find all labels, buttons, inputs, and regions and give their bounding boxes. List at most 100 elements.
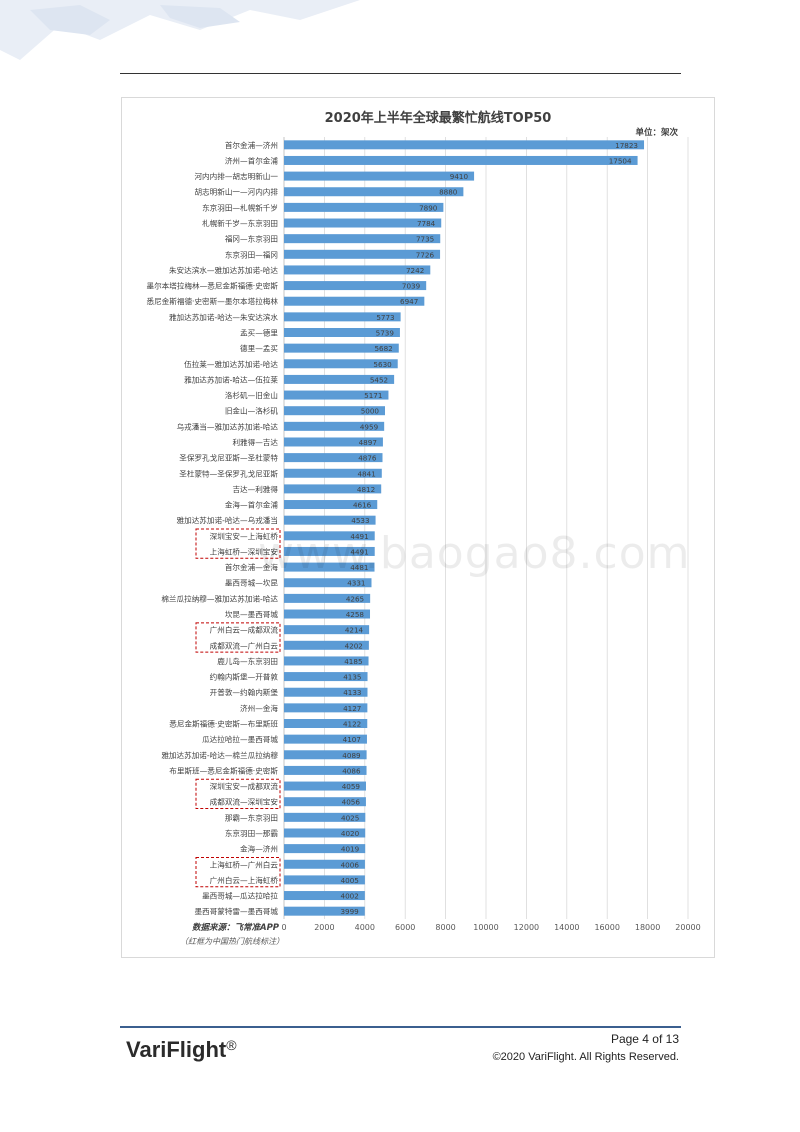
data-label: 4086 [342, 766, 361, 775]
data-label: 7890 [419, 203, 438, 212]
bar [284, 328, 400, 337]
bar [284, 140, 645, 150]
category-label: 悉尼金斯福德·史密斯—墨尔本塔拉梅林 [146, 296, 278, 306]
highlight-box [195, 856, 281, 888]
category-label: 成都双流—深圳宝安 [210, 797, 279, 807]
data-label: 4127 [343, 704, 361, 713]
x-tick-label: 4000 [355, 923, 375, 932]
data-label: 4056 [342, 798, 361, 807]
header-rule [120, 73, 681, 74]
category-label: 布里斯班—悉尼金斯福德·史密斯 [169, 765, 278, 775]
watermark: www.baogao8.com [258, 528, 691, 579]
data-label: 5682 [374, 344, 392, 353]
data-label: 4876 [358, 454, 377, 463]
data-label: 4959 [360, 422, 379, 431]
category-label: 札幌新千岁—东京羽田 [202, 218, 278, 228]
category-label: 旧金山—洛杉矶 [225, 406, 279, 416]
data-label: 3999 [340, 907, 359, 916]
footer-rule [120, 1026, 681, 1028]
bar [284, 656, 369, 666]
category-label: 墨尔本塔拉梅林—悉尼金斯福德·史密斯 [146, 281, 278, 291]
category-label: 伍拉莱—雅加达苏加诺-哈达 [184, 359, 278, 369]
category-label: 吉达—利雅得 [232, 484, 278, 494]
data-label: 4019 [341, 845, 360, 854]
x-tick-label: 0 [281, 923, 286, 932]
bar [284, 390, 389, 400]
x-tick-label: 10000 [473, 923, 498, 932]
bar [284, 468, 382, 478]
category-label: 约翰内斯堡—开普敦 [210, 672, 279, 682]
category-label: 墨西哥城—瓜达拉哈拉 [202, 891, 278, 901]
data-label: 4491 [350, 547, 368, 556]
category-label: 墨西哥蒙特雷—墨西哥城 [194, 906, 278, 916]
category-label: 圣保罗孔戈尼亚斯—圣杜蒙特 [179, 453, 278, 463]
bar [284, 296, 425, 306]
bar [284, 687, 368, 697]
bar [284, 265, 431, 275]
data-label: 4491 [350, 532, 368, 541]
bar [284, 249, 441, 259]
data-label: 4002 [341, 892, 359, 901]
data-label: 4185 [344, 657, 362, 666]
category-label: 东京羽田—那霸 [225, 828, 279, 838]
bar [284, 500, 378, 510]
bar [284, 734, 367, 744]
category-label: 雅加达苏加诺-哈达—棉兰瓜拉纳穆 [161, 750, 278, 760]
category-label: 瓜达拉哈拉—墨西哥城 [202, 734, 278, 744]
category-label: 深圳宝安—上海虹桥 [210, 531, 279, 541]
bar [284, 421, 385, 431]
bar [284, 218, 442, 228]
data-label: 4265 [346, 594, 364, 603]
data-label: 7735 [416, 235, 434, 244]
category-label: 上海虹桥—广州白云 [210, 859, 279, 869]
data-label: 7039 [402, 282, 421, 291]
bar [284, 593, 371, 603]
data-label: 4202 [345, 641, 363, 650]
data-label: 4897 [359, 438, 377, 447]
unit-label: 单位：架次 [635, 127, 678, 138]
data-label: 4006 [341, 860, 360, 869]
bar [284, 672, 368, 682]
category-label: 胡志明新山一—河内内排 [194, 187, 278, 197]
data-label: 4133 [343, 688, 361, 697]
bar [284, 797, 366, 807]
data-label: 7784 [417, 219, 436, 228]
data-label: 4812 [357, 485, 375, 494]
data-label: 17823 [615, 141, 638, 150]
bar [284, 609, 371, 619]
bar [284, 906, 365, 916]
bar [284, 812, 366, 822]
category-label: 雅加达苏加诺-哈达—乌戎潘当 [177, 515, 278, 525]
category-label: 金海—济州 [240, 844, 278, 854]
data-label: 4107 [343, 735, 361, 744]
data-label: 4258 [346, 610, 365, 619]
data-label: 4533 [351, 516, 369, 525]
category-label: 首尔金浦—金海 [225, 562, 279, 572]
bar [284, 640, 369, 650]
busiest-routes-bar-chart: 2020年上半年全球最繁忙航线TOP50 单位：架次 0 2000 4000 6000 80… [146, 110, 700, 946]
variflight-logo: VariFlight® [126, 1037, 237, 1062]
bar [284, 546, 375, 556]
bar [284, 187, 464, 197]
data-source: 数据来源：飞常准APP [192, 922, 280, 933]
bar [284, 515, 376, 525]
category-label: 东京羽田—福冈 [225, 249, 278, 259]
x-tick-label: 2000 [314, 923, 334, 932]
bar [284, 234, 441, 244]
bar [284, 875, 365, 885]
bar [284, 750, 367, 760]
x-tick-label: 6000 [395, 923, 415, 932]
world-map-background [0, 0, 360, 60]
highlight-box [195, 528, 281, 559]
data-label: 8880 [439, 188, 458, 197]
data-label: 5171 [364, 391, 382, 400]
data-label: 7726 [416, 250, 435, 259]
bar [284, 155, 638, 165]
data-label: 9410 [450, 172, 469, 181]
copyright-text: ©2020 VariFlight. All Rights Reserved. [492, 1051, 679, 1063]
category-label: 广州白云—上海虹桥 [210, 875, 279, 885]
data-label: 4481 [350, 563, 368, 572]
category-label: 济州—金海 [240, 703, 278, 713]
category-label: 乌戎潘当—雅加达苏加诺-哈达 [177, 421, 279, 431]
